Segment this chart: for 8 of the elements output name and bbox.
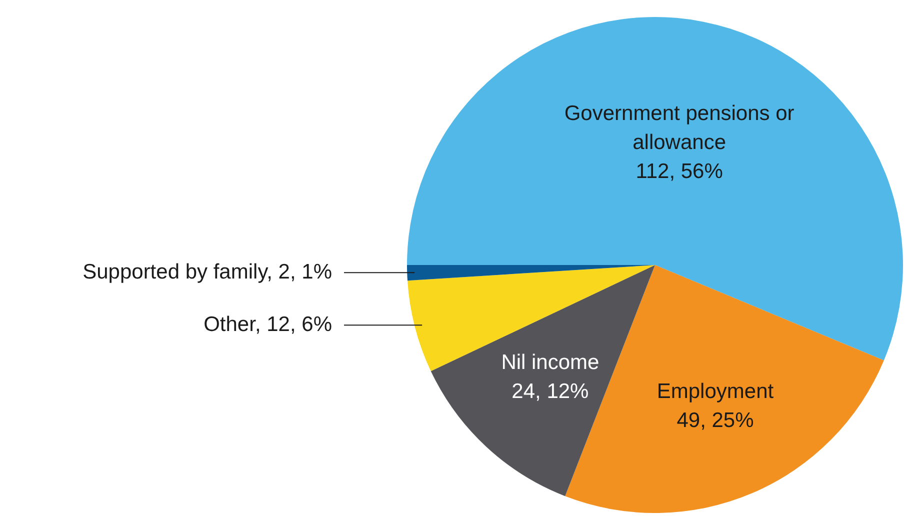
slice-label: Nil income bbox=[501, 350, 600, 374]
data-label: 112, 56% bbox=[636, 160, 723, 184]
slice-label: Employment bbox=[656, 380, 774, 403]
slice-label: Government pensions or allowance bbox=[564, 102, 794, 154]
data-label: 49, 25% bbox=[676, 408, 754, 432]
slice-label: Other, 12, 6% bbox=[204, 312, 332, 336]
data-label: 24, 12% bbox=[512, 380, 589, 403]
slice-label: Supported by family, 2, 1% bbox=[82, 260, 332, 284]
